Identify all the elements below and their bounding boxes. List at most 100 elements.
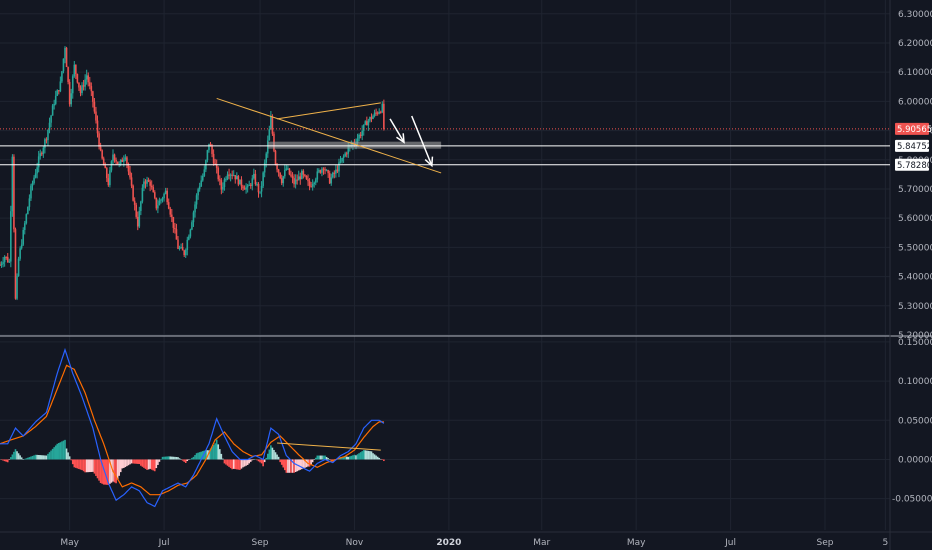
candle[interactable] (277, 168, 280, 177)
candle[interactable] (183, 249, 185, 257)
candle[interactable] (84, 74, 86, 91)
candle[interactable] (288, 168, 291, 176)
candle[interactable] (65, 46, 68, 68)
candle[interactable] (274, 149, 277, 166)
candle[interactable] (378, 108, 381, 115)
candle[interactable] (234, 175, 237, 184)
candle[interactable] (59, 76, 62, 93)
candle[interactable] (99, 142, 102, 152)
candle[interactable] (161, 196, 164, 203)
candle[interactable] (287, 165, 289, 170)
candle[interactable] (375, 108, 377, 116)
candle[interactable] (113, 153, 116, 163)
candle[interactable] (132, 184, 134, 202)
candle[interactable] (361, 125, 363, 141)
candle[interactable] (136, 211, 139, 231)
candle[interactable] (56, 89, 59, 97)
candle[interactable] (282, 175, 285, 187)
candle[interactable] (242, 184, 244, 192)
candle[interactable] (180, 243, 182, 249)
candle[interactable] (71, 74, 74, 99)
arrow-annotation[interactable] (411, 115, 434, 168)
candle[interactable] (11, 154, 14, 217)
candle[interactable] (87, 72, 90, 87)
candle[interactable] (198, 182, 201, 192)
candle[interactable] (19, 246, 21, 261)
candle[interactable] (5, 256, 7, 260)
candle[interactable] (27, 206, 29, 215)
candle[interactable] (294, 174, 297, 189)
candle[interactable] (305, 175, 308, 180)
candle[interactable] (20, 239, 23, 250)
candle[interactable] (215, 159, 218, 174)
candle[interactable] (254, 169, 257, 186)
candle[interactable] (229, 173, 232, 182)
candle[interactable] (166, 187, 168, 205)
candle[interactable] (174, 222, 176, 234)
candle[interactable] (248, 180, 250, 186)
candle[interactable] (96, 115, 99, 138)
candle[interactable] (316, 168, 319, 183)
candle[interactable] (98, 131, 100, 150)
candle[interactable] (102, 156, 105, 166)
candle[interactable] (42, 145, 45, 158)
candle[interactable] (61, 70, 63, 84)
candle[interactable] (90, 82, 93, 97)
candle[interactable] (214, 158, 216, 165)
candle[interactable] (64, 46, 66, 64)
candle[interactable] (297, 170, 300, 181)
candle[interactable] (85, 69, 88, 85)
candle[interactable] (133, 197, 136, 211)
candle[interactable] (14, 227, 17, 300)
candle[interactable] (141, 184, 144, 204)
candle[interactable] (67, 66, 69, 85)
candle[interactable] (206, 149, 209, 163)
candle[interactable] (31, 180, 34, 191)
candle[interactable] (155, 197, 158, 211)
candle[interactable] (201, 173, 204, 182)
candle[interactable] (62, 58, 65, 74)
candle[interactable] (188, 234, 190, 241)
candle[interactable] (256, 181, 258, 187)
candle[interactable] (344, 151, 346, 158)
candle[interactable] (39, 149, 42, 160)
candle[interactable] (79, 85, 82, 97)
candle[interactable] (30, 183, 32, 201)
candle[interactable] (217, 166, 220, 182)
candle[interactable] (116, 161, 119, 165)
candle[interactable] (279, 172, 281, 180)
candle[interactable] (338, 158, 340, 178)
candle[interactable] (17, 256, 20, 277)
candle[interactable] (164, 187, 167, 195)
candle[interactable] (324, 166, 326, 175)
candle[interactable] (150, 180, 153, 190)
candle[interactable] (175, 223, 178, 240)
candle[interactable] (290, 170, 292, 178)
candle[interactable] (299, 172, 302, 185)
candle[interactable] (259, 191, 261, 195)
candle[interactable] (222, 182, 224, 193)
candle[interactable] (88, 76, 91, 90)
candle[interactable] (313, 181, 316, 188)
candle[interactable] (157, 199, 159, 214)
candle[interactable] (109, 166, 111, 188)
candle[interactable] (220, 177, 223, 195)
candle[interactable] (333, 170, 336, 179)
candle[interactable] (369, 116, 371, 123)
candle[interactable] (195, 193, 198, 209)
candle[interactable] (22, 227, 25, 246)
candle[interactable] (203, 165, 206, 178)
candle[interactable] (302, 169, 305, 179)
candle[interactable] (33, 175, 35, 185)
candle[interactable] (144, 179, 147, 189)
candle[interactable] (270, 111, 272, 130)
candle[interactable] (58, 90, 60, 95)
candle[interactable] (75, 64, 77, 80)
candle[interactable] (310, 181, 312, 188)
candle[interactable] (147, 177, 150, 183)
candle[interactable] (200, 175, 203, 188)
candle[interactable] (330, 173, 333, 186)
candle[interactable] (262, 171, 264, 188)
candle[interactable] (152, 184, 155, 193)
candle[interactable] (257, 182, 260, 198)
